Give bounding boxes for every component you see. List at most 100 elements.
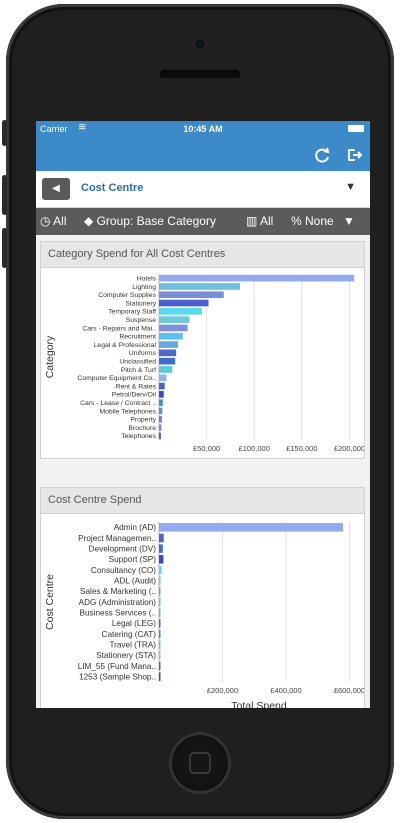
group-filter-label: Group: Base Category — [96, 214, 216, 228]
wifi-icon: ≋ — [78, 122, 87, 133]
y-tick-label: Support (SP) — [109, 555, 157, 564]
bar[interactable] — [159, 399, 163, 406]
columns-filter[interactable]: ▥ All — [246, 214, 273, 228]
x-tick-label: £600,000 — [334, 686, 364, 695]
bar[interactable] — [159, 629, 161, 639]
bar[interactable] — [159, 357, 176, 365]
x-tick-label: £150,000 — [286, 444, 317, 453]
columns-filter-label: All — [260, 214, 274, 228]
x-tick-label: £50,000 — [193, 444, 220, 453]
bar[interactable] — [159, 341, 179, 348]
x-tick-label: £200,000 — [334, 444, 364, 453]
percent-icon: % — [291, 214, 302, 228]
volume-up-button — [2, 175, 7, 215]
y-tick-label: Brochure — [128, 425, 156, 432]
category-spend-chart: £50,000 £100,000 £150,000 £200,000 HotelsLig… — [44, 274, 365, 470]
back-arrow-icon: ◀ — [52, 183, 60, 194]
y-tick-label: Legal (LEG) — [112, 619, 156, 628]
y-tick-label: Sales & Marketing (.. — [80, 587, 156, 596]
front-camera — [195, 39, 205, 49]
date-filter-label: All — [53, 214, 67, 228]
y-tick-label: Temporary Staff — [108, 309, 156, 316]
app-screen: Carrier ≋ 10:45 AM ◀ Cost Centre ▼ ◷ All… — [36, 121, 370, 708]
bar[interactable] — [159, 432, 161, 440]
y-tick-label: Cars - Repairs and Mai.. — [82, 325, 156, 332]
percent-filter-label: None — [305, 214, 334, 228]
y-tick-label: Development (DV) — [89, 545, 157, 554]
bar[interactable] — [159, 661, 161, 671]
bar[interactable] — [159, 619, 161, 628]
bar[interactable] — [159, 291, 224, 299]
earpiece-speaker — [160, 70, 240, 78]
back-button[interactable]: ◀ — [42, 178, 70, 200]
carrier-label: Carrier — [40, 124, 68, 134]
y-tick-label: Property — [130, 417, 156, 424]
columns-icon: ▥ — [246, 214, 258, 228]
bar[interactable] — [159, 316, 190, 323]
y-tick-label: Recruitment — [119, 334, 156, 341]
group-filter[interactable]: ◆ Group: Base Category — [84, 214, 216, 228]
page-title[interactable]: Cost Centre — [81, 182, 144, 194]
logout-icon[interactable] — [346, 147, 362, 163]
bar[interactable] — [159, 672, 161, 681]
y-tick-label: Unclassified — [119, 359, 156, 366]
clock: 10:45 AM — [183, 124, 223, 134]
dropdown-arrow-icon[interactable]: ▼ — [345, 181, 356, 193]
bar[interactable] — [159, 533, 164, 543]
y-tick-label: Business Services (.. — [80, 609, 156, 618]
y-tick-label: Admin (AD) — [114, 523, 157, 532]
y-tick-label: Lighting — [132, 284, 156, 291]
bar[interactable] — [159, 597, 161, 607]
refresh-icon[interactable] — [314, 147, 330, 163]
bar[interactable] — [159, 407, 163, 415]
bar[interactable] — [159, 324, 188, 332]
bar[interactable] — [159, 391, 164, 398]
bar[interactable] — [159, 283, 240, 290]
bar[interactable] — [159, 308, 202, 315]
home-button-icon — [189, 752, 211, 774]
mute-switch — [2, 120, 7, 146]
bar[interactable] — [159, 332, 183, 340]
category-spend-panel: Category Spend for All Cost Centres £50,… — [40, 241, 365, 470]
x-tick-label: £400,000 — [270, 686, 301, 695]
bar[interactable] — [159, 374, 167, 382]
date-filter[interactable]: ◷ All — [40, 214, 67, 228]
y-axis-title: Category — [44, 335, 56, 378]
bar[interactable] — [159, 366, 173, 373]
bar[interactable] — [159, 523, 344, 532]
bar[interactable] — [159, 382, 165, 390]
percent-dropdown-icon: ▼ — [343, 214, 355, 228]
x-tick-label: £100,000 — [239, 444, 270, 453]
bar[interactable] — [159, 651, 161, 660]
y-tick-label: Legal & Professional — [94, 342, 157, 349]
bar[interactable] — [159, 415, 162, 423]
bar[interactable] — [159, 274, 355, 282]
y-tick-label: Project Managemen.. — [78, 534, 156, 543]
x-tick-label: £200,000 — [207, 686, 238, 695]
title-bar: ◀ Cost Centre ▼ — [36, 171, 370, 208]
tag-icon: ◆ — [84, 214, 94, 228]
bar[interactable] — [159, 349, 177, 357]
bar[interactable] — [159, 299, 209, 307]
status-bar: Carrier ≋ 10:45 AM — [36, 121, 370, 137]
bar[interactable] — [159, 587, 161, 596]
cost-centre-panel: Cost Centre Spend £200,000 £400,000 £600,0… — [40, 487, 365, 708]
y-tick-label: Mobile Telephones — [99, 408, 156, 415]
bar[interactable] — [159, 424, 162, 431]
bar[interactable] — [159, 565, 162, 575]
bar[interactable] — [159, 608, 161, 617]
percent-filter[interactable]: % None ▼ — [291, 214, 355, 228]
home-button[interactable] — [169, 732, 231, 794]
bar[interactable] — [159, 640, 161, 649]
bar[interactable] — [159, 544, 163, 553]
y-tick-label: Uniforms — [129, 350, 157, 357]
y-tick-label: Hotels — [137, 276, 157, 283]
y-tick-label: ADL (Audit) — [114, 577, 156, 586]
cost-centre-header: Cost Centre Spend — [41, 488, 364, 514]
y-tick-label: Pitch & Turf — [121, 367, 156, 374]
bar[interactable] — [159, 555, 164, 564]
y-tick-label: Consultancy (CO) — [91, 566, 156, 575]
bar[interactable] — [159, 576, 161, 585]
y-tick-label: Computer Supplies — [98, 292, 156, 299]
y-tick-label: Computer Equipment Co.. — [77, 375, 156, 382]
